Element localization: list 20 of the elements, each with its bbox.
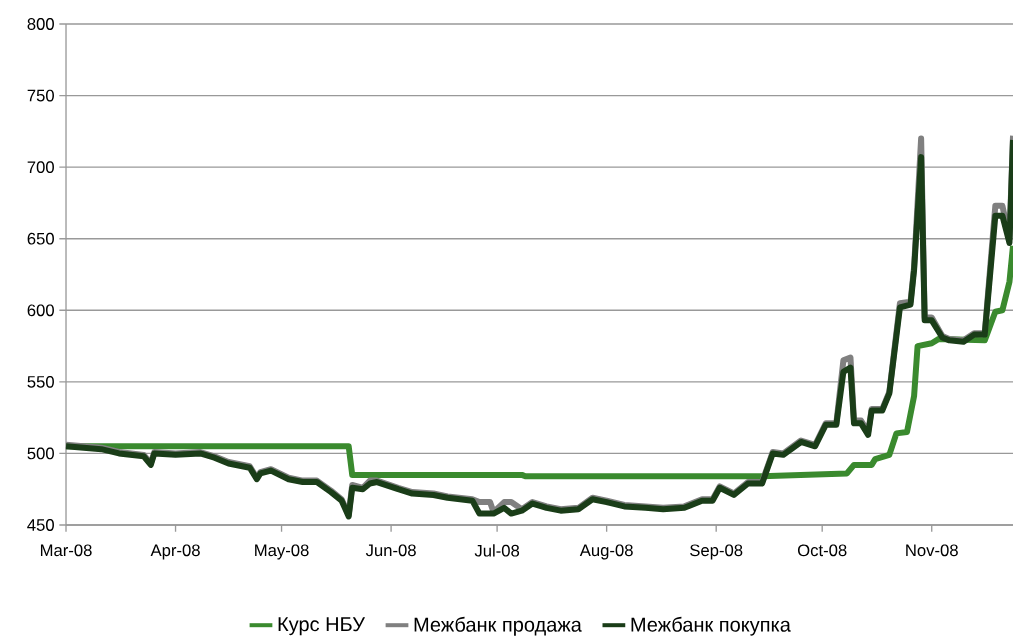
x-tick-label: Jul-08 (474, 544, 520, 557)
x-tick-label: Oct-08 (797, 544, 847, 557)
x-tick-label: Aug-08 (579, 544, 633, 560)
x-tick-label: Apr-08 (150, 544, 200, 560)
y-tick-label: 800 (27, 18, 54, 30)
y-tick-label: 750 (27, 89, 54, 102)
y-tick-label: 450 (27, 519, 54, 531)
x-tick-label: May-08 (255, 544, 309, 560)
y-tick-label: 600 (27, 304, 54, 317)
legend-label: Курс НБУ (278, 617, 366, 636)
x-tick-label: Nov-08 (906, 544, 958, 557)
legend-label: Межбанк покупка (631, 616, 791, 636)
x-tick-label: Jun-08 (365, 544, 416, 557)
y-tick-label: 500 (27, 447, 54, 460)
legend-label: Межбанк продажа (414, 616, 582, 636)
x-tick-label: Sep-08 (690, 544, 743, 560)
y-tick-label: 700 (27, 161, 54, 174)
y-tick-label: 650 (27, 232, 54, 245)
y-tick-label: 550 (27, 375, 54, 388)
x-tick-label: Mar-08 (40, 544, 92, 557)
